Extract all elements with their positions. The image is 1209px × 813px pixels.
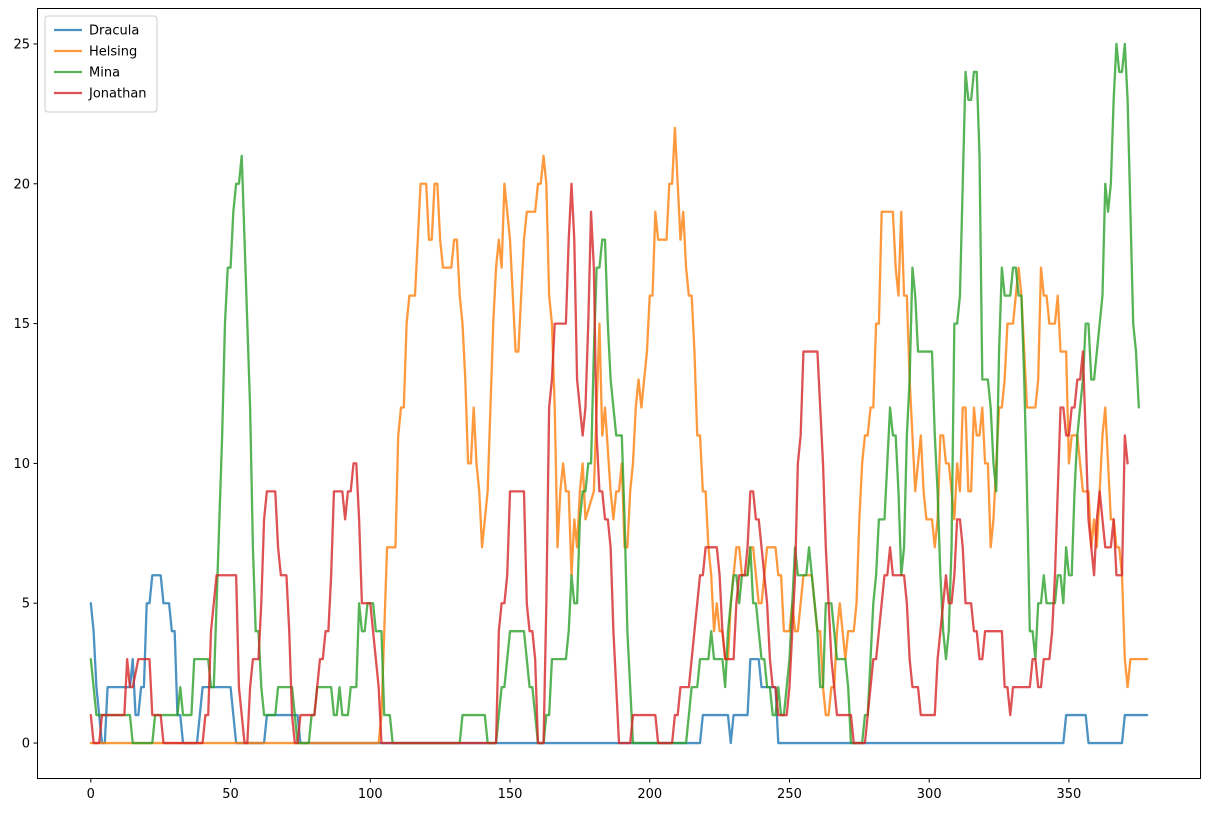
y-tick-label: 15 [13, 317, 30, 332]
legend-label-dracula: Dracula [89, 24, 139, 39]
legend: Dracula Helsing Mina Jonathan [44, 15, 158, 113]
y-tick-label: 25 [13, 37, 30, 52]
axis-layer: 0 50 100 150 200 250 300 350 0 5 10 15 20 25 [13, 37, 1081, 802]
y-tick-label: 20 [13, 177, 30, 192]
x-tick-label: 250 [777, 787, 802, 802]
plot-frame [37, 8, 1201, 779]
x-tick-label: 100 [358, 787, 383, 802]
x-tick-label: 350 [1057, 787, 1082, 802]
x-tick-label: 200 [637, 787, 662, 802]
legend-label-jonathan: Jonathan [88, 87, 147, 102]
x-tick-label: 150 [498, 787, 523, 802]
legend-label-helsing: Helsing [89, 45, 137, 60]
y-tick-label: 10 [13, 457, 30, 472]
x-tick-label: 50 [222, 787, 239, 802]
legend-box [44, 15, 158, 113]
series-layer [89, 42, 1149, 745]
x-tick-label: 0 [87, 787, 95, 802]
y-tick-label: 0 [22, 737, 30, 752]
series-line-helsing [89, 126, 1149, 745]
y-tick-label: 5 [22, 597, 30, 612]
x-tick-label: 300 [917, 787, 942, 802]
legend-label-mina: Mina [89, 66, 120, 81]
series-line-jonathan [89, 182, 1129, 745]
